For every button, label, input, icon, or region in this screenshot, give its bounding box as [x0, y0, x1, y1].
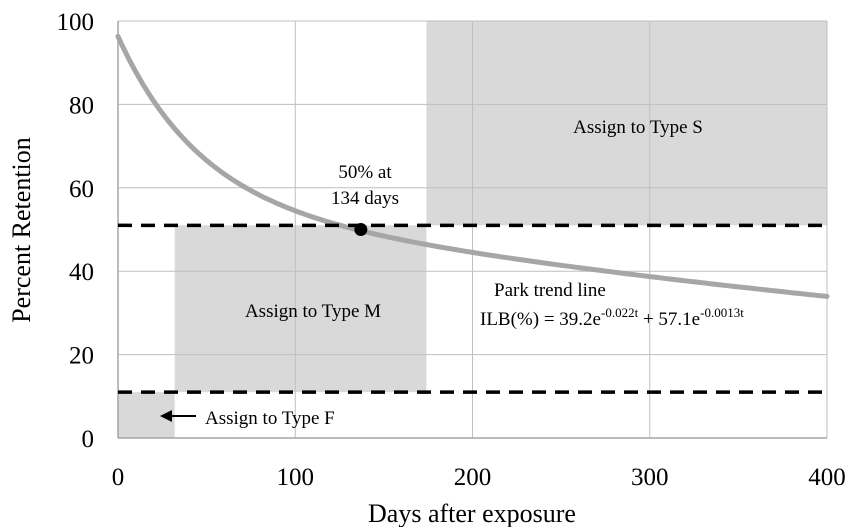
reference-lines [118, 223, 827, 394]
x-tick-label: 100 [277, 464, 315, 491]
marker-label-line2: 134 days [331, 188, 399, 209]
grid-lines [118, 20, 828, 438]
tick-labels: 0 100 200 300 400 0 20 40 60 80 100 [57, 9, 846, 491]
y-tick-label: 80 [69, 92, 94, 119]
region-label-0: Assign to Type S [573, 117, 703, 138]
y-tick-label: 60 [69, 176, 94, 203]
y-tick-label: 100 [57, 9, 95, 36]
equation-exponent: -0.022t [601, 305, 639, 320]
x-tick-label: 200 [454, 464, 492, 491]
y-axis-label: Percent Retention [7, 137, 36, 323]
region-rect-1 [174, 225, 427, 393]
x-axis-label: Days after exposure [368, 499, 576, 527]
y-tick-label: 0 [82, 426, 95, 453]
x-tick-label: 0 [112, 464, 125, 491]
trend-curve [115, 33, 830, 299]
equation-exponent: -0.0013t [700, 305, 744, 320]
y-tick-label: 40 [69, 259, 94, 286]
fifty-percent-marker [354, 223, 368, 236]
trend-annotation-title: Park trend line [494, 280, 606, 301]
x-tick-label: 300 [631, 464, 669, 491]
equation-term: + 57.1e [638, 309, 700, 330]
y-tick-label: 20 [69, 343, 94, 370]
assignment-regions [118, 21, 827, 438]
type-f-arrowhead [160, 410, 172, 422]
trend-curve-group [115, 33, 830, 299]
axes [117, 21, 827, 439]
x-tick-label: 400 [808, 464, 846, 491]
equation-term: ILB(%) = 39.2e [480, 309, 601, 330]
region-label-1: Assign to Type M [245, 301, 381, 322]
region-rect-0 [426, 21, 827, 226]
trend-annotation-equation: ILB(%) = 39.2e-0.022t + 57.1e-0.0013t [480, 305, 744, 330]
annotations: Assign to Type S Assign to Type M Assign t… [160, 117, 744, 429]
region-label-2: Assign to Type F [205, 408, 335, 429]
marker-label-line1: 50% at [338, 162, 392, 183]
